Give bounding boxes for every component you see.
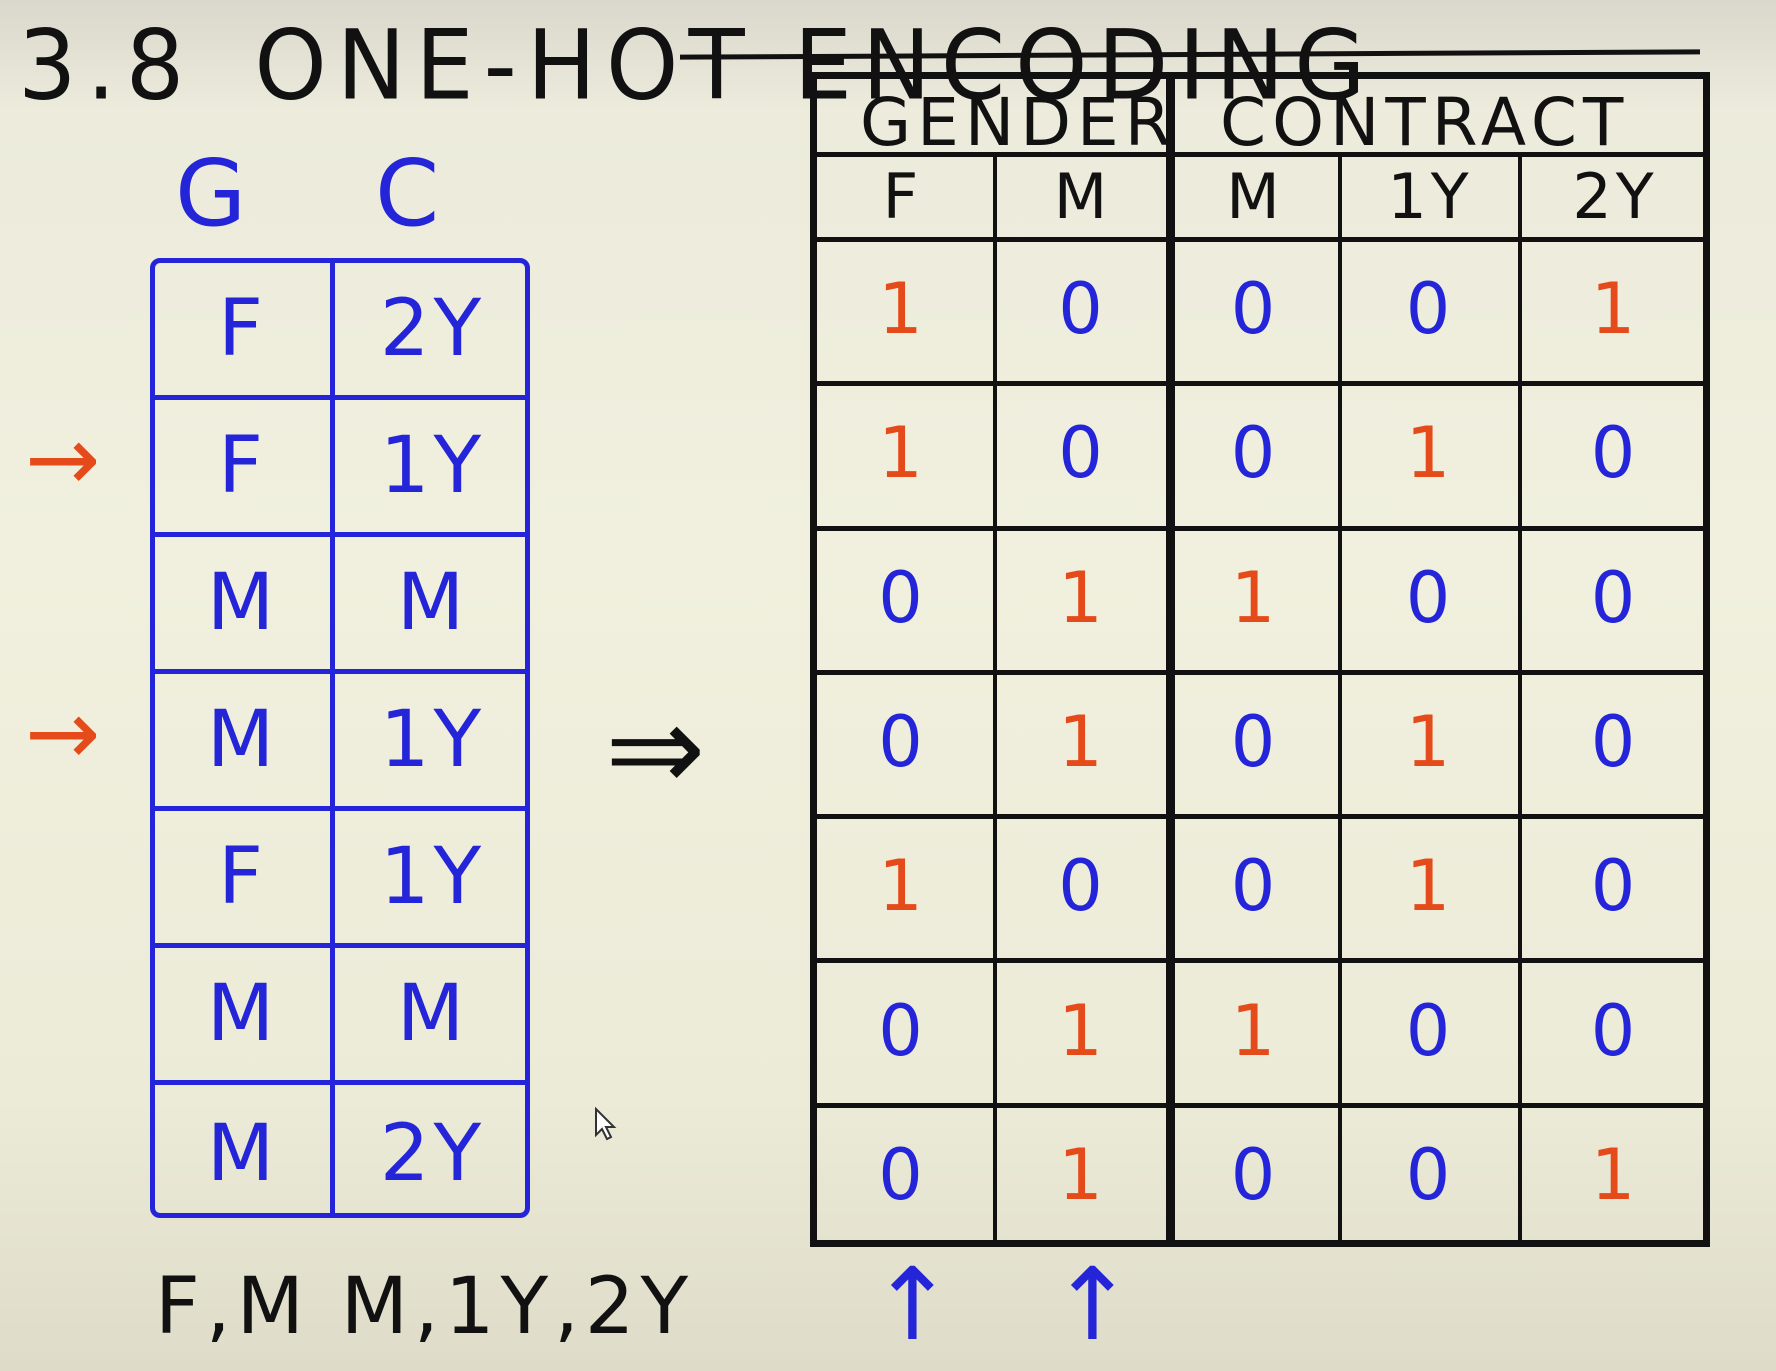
contract-cell: M	[396, 969, 469, 1059]
encoded-cell: 0	[878, 700, 927, 783]
contract-cell: M	[396, 558, 469, 648]
blue-arrow-icon: ↑	[870, 1246, 955, 1363]
contract-cell: 1Y	[379, 695, 486, 785]
column-label: F	[882, 160, 923, 233]
encoded-cell: 0	[1405, 556, 1455, 639]
category-legend: F,M M,1Y,2Y	[155, 1262, 695, 1352]
column-label: 2Y	[1572, 160, 1658, 233]
left-table-header: G C	[175, 140, 535, 247]
contract-cell: 1Y	[379, 421, 486, 511]
red-arrow-icon: →	[25, 681, 101, 786]
encoded-cell: 1	[1058, 1133, 1107, 1216]
encoded-cell: 0	[1230, 412, 1280, 495]
encoded-cell: 0	[1405, 1133, 1455, 1216]
encoded-cell: 1	[878, 268, 927, 351]
contract-cell: 1Y	[379, 832, 486, 922]
encoded-cell: 1	[878, 412, 927, 495]
grid-line	[810, 669, 1710, 675]
gender-cell: F	[218, 832, 267, 922]
header-c: C	[375, 140, 440, 247]
one-hot-table-frame	[810, 72, 1710, 1247]
encoded-cell: 1	[1405, 700, 1455, 783]
encoded-cell: 0	[1058, 845, 1107, 928]
encoded-cell: 1	[1590, 1133, 1640, 1216]
encoded-cell: 0	[1230, 268, 1280, 351]
encoded-cell: 0	[1590, 845, 1640, 928]
table-row: M 1Y	[155, 674, 525, 811]
encoded-cell: 1	[1058, 700, 1107, 783]
grid-line	[1338, 152, 1342, 1247]
encoded-cell: 0	[1590, 989, 1640, 1072]
table-row: M 2Y	[155, 1085, 525, 1222]
encoded-cell: 0	[878, 1133, 927, 1216]
encoded-cell: 0	[1405, 268, 1455, 351]
encoded-cell: 1	[878, 845, 927, 928]
encoded-cell: 0	[1230, 845, 1280, 928]
encoded-cell: 1	[1230, 556, 1280, 639]
group-label: GENDER	[860, 84, 1177, 161]
gender-cell: M	[206, 558, 279, 648]
encoded-cell: 1	[1405, 412, 1455, 495]
grid-line	[810, 381, 1710, 387]
grid-line	[810, 958, 1710, 964]
encoded-cell: 0	[1405, 989, 1455, 1072]
column-label: M	[1053, 160, 1112, 233]
group-label: CONTRACT	[1220, 84, 1630, 161]
blue-arrow-icon: ↑	[1050, 1246, 1135, 1363]
grid-line	[1166, 72, 1175, 1247]
encoded-cell: 0	[1058, 268, 1107, 351]
encoded-cell: 0	[878, 556, 927, 639]
table-row: F 1Y	[155, 811, 525, 948]
grid-line	[810, 152, 1710, 157]
gender-cell: M	[206, 1108, 279, 1199]
red-arrow-icon: →	[25, 407, 101, 512]
transform-arrow: ⇒	[605, 680, 706, 819]
encoded-cell: 0	[1058, 412, 1107, 495]
gender-cell: M	[206, 695, 279, 785]
contract-cell: 2Y	[379, 284, 486, 374]
table-row: F 1Y	[155, 400, 525, 537]
gender-cell: M	[206, 969, 279, 1059]
section-number: 3.8	[18, 9, 195, 122]
encoded-cell: 0	[1230, 700, 1280, 783]
gender-cell: F	[218, 421, 267, 511]
encoded-cell: 0	[1590, 556, 1640, 639]
encoded-cell: 0	[1590, 700, 1640, 783]
encoded-cell: 1	[1058, 556, 1107, 639]
encoded-cell: 1	[1405, 845, 1455, 928]
mouse-cursor-icon	[595, 1107, 617, 1141]
one-hot-table: GENDER CONTRACT F M M 1Y 2Y 1 0 0 0 1 1 0 0 1 0 0 1 1 0 0 0 1 0 1…	[810, 72, 1710, 1247]
left-table-divider	[330, 263, 335, 1213]
grid-line	[1518, 152, 1522, 1247]
encoded-cell: 0	[1590, 412, 1640, 495]
grid-line	[810, 237, 1710, 242]
gender-cell: F	[218, 284, 267, 374]
table-row: F 2Y	[155, 263, 525, 400]
header-g: G	[175, 140, 247, 247]
column-label: 1Y	[1387, 160, 1473, 233]
column-label: M	[1226, 160, 1284, 233]
grid-line	[810, 1102, 1710, 1108]
encoded-cell: 1	[1590, 268, 1640, 351]
grid-line	[810, 525, 1710, 531]
grid-line	[810, 814, 1710, 820]
encoded-cell: 0	[1230, 1133, 1280, 1216]
encoded-cell: 1	[1230, 989, 1280, 1072]
encoded-cell: 1	[1058, 989, 1107, 1072]
encoded-cell: 0	[878, 989, 927, 1072]
section-title: ONE-HOT ENCODING	[254, 9, 1376, 122]
grid-line	[993, 152, 997, 1247]
page-title: 3.8 ONE-HOT ENCODING	[18, 9, 1376, 121]
contract-cell: 2Y	[379, 1108, 486, 1199]
left-table: F 2Y F 1Y M M M 1Y F 1Y M M M 2Y	[150, 258, 530, 1218]
